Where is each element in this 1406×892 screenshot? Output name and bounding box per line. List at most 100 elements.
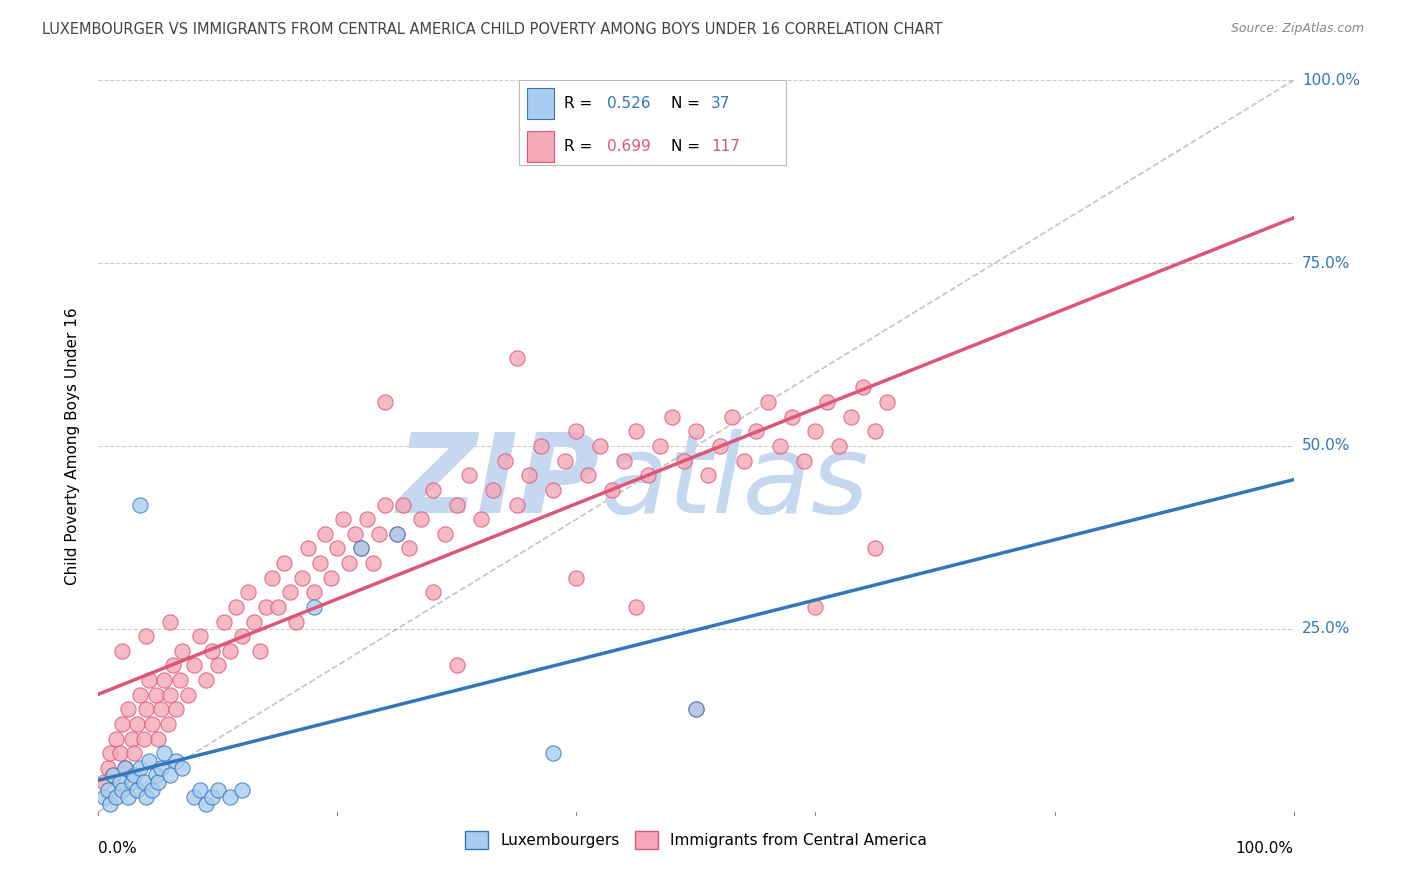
Point xyxy=(125,782,148,797)
Point xyxy=(470,512,492,526)
Text: ZIP: ZIP xyxy=(396,429,600,536)
Text: 0.526: 0.526 xyxy=(607,96,651,112)
Point xyxy=(481,483,505,497)
Point xyxy=(225,599,247,614)
Legend: Luxembourgers, Immigrants from Central America: Luxembourgers, Immigrants from Central A… xyxy=(458,824,934,855)
Point xyxy=(709,439,731,453)
Point xyxy=(661,409,683,424)
Point xyxy=(97,782,120,797)
Point xyxy=(165,754,187,768)
Point xyxy=(111,717,134,731)
Point xyxy=(506,351,529,366)
Point xyxy=(254,599,277,614)
Point xyxy=(852,380,875,394)
Point xyxy=(326,541,349,556)
Point xyxy=(685,702,707,716)
Point xyxy=(105,731,128,746)
Point xyxy=(517,468,540,483)
Point xyxy=(637,468,659,483)
Point xyxy=(138,754,160,768)
Point xyxy=(153,673,176,687)
Point xyxy=(125,717,148,731)
Point xyxy=(385,526,409,541)
Point xyxy=(648,439,672,453)
Point xyxy=(101,768,124,782)
Point xyxy=(188,782,211,797)
Point xyxy=(207,658,229,673)
Point xyxy=(172,761,194,775)
Point xyxy=(278,585,301,599)
Point xyxy=(434,526,457,541)
Point xyxy=(165,702,187,716)
Text: Source: ZipAtlas.com: Source: ZipAtlas.com xyxy=(1230,22,1364,36)
Text: 0.699: 0.699 xyxy=(607,139,651,154)
Point xyxy=(129,688,152,702)
Point xyxy=(446,498,468,512)
Point xyxy=(159,615,181,629)
Text: 117: 117 xyxy=(711,139,740,154)
Point xyxy=(332,512,354,526)
Point xyxy=(169,673,191,687)
Point xyxy=(149,702,172,716)
Point xyxy=(162,658,184,673)
Point xyxy=(207,782,229,797)
Point xyxy=(260,571,283,585)
Point xyxy=(793,453,815,467)
Text: 100.0%: 100.0% xyxy=(1302,73,1360,87)
Point xyxy=(219,790,242,805)
Point xyxy=(201,790,224,805)
Point xyxy=(865,541,887,556)
Point xyxy=(344,526,367,541)
Point xyxy=(149,761,172,775)
Point xyxy=(201,644,224,658)
Point xyxy=(124,768,146,782)
Text: 0.0%: 0.0% xyxy=(98,841,138,856)
Point xyxy=(815,395,838,409)
Point xyxy=(195,797,218,812)
Point xyxy=(177,688,200,702)
Point xyxy=(554,453,576,467)
Text: 100.0%: 100.0% xyxy=(1236,841,1294,856)
Point xyxy=(541,746,564,760)
Point xyxy=(398,541,420,556)
Point xyxy=(141,717,163,731)
Point xyxy=(108,775,131,789)
Point xyxy=(101,768,124,782)
Point xyxy=(111,644,134,658)
Text: 25.0%: 25.0% xyxy=(1302,622,1350,636)
Point xyxy=(422,585,444,599)
Point xyxy=(374,498,396,512)
Point xyxy=(291,571,314,585)
Point xyxy=(297,541,319,556)
Text: 50.0%: 50.0% xyxy=(1302,439,1350,453)
Point xyxy=(273,556,295,570)
Point xyxy=(138,673,160,687)
Point xyxy=(117,790,139,805)
Point xyxy=(188,629,211,643)
Point xyxy=(733,453,755,467)
Point xyxy=(183,790,205,805)
Point xyxy=(685,702,707,716)
Point xyxy=(589,439,612,453)
Point xyxy=(121,775,143,789)
Point xyxy=(98,797,122,812)
Point xyxy=(721,409,744,424)
Point xyxy=(745,425,768,439)
Point xyxy=(374,395,396,409)
Point xyxy=(135,790,157,805)
Point xyxy=(148,731,170,746)
Point xyxy=(368,526,391,541)
Y-axis label: Child Poverty Among Boys Under 16: Child Poverty Among Boys Under 16 xyxy=(65,307,80,585)
Text: atlas: atlas xyxy=(600,429,869,536)
Point xyxy=(124,746,146,760)
Point xyxy=(494,453,516,467)
Point xyxy=(219,644,242,658)
Point xyxy=(530,439,553,453)
Point xyxy=(114,761,136,775)
Point xyxy=(93,775,115,789)
Text: 75.0%: 75.0% xyxy=(1302,256,1350,270)
Text: R =: R = xyxy=(564,96,598,112)
Point xyxy=(148,775,170,789)
Point xyxy=(231,629,253,643)
Point xyxy=(350,541,373,556)
